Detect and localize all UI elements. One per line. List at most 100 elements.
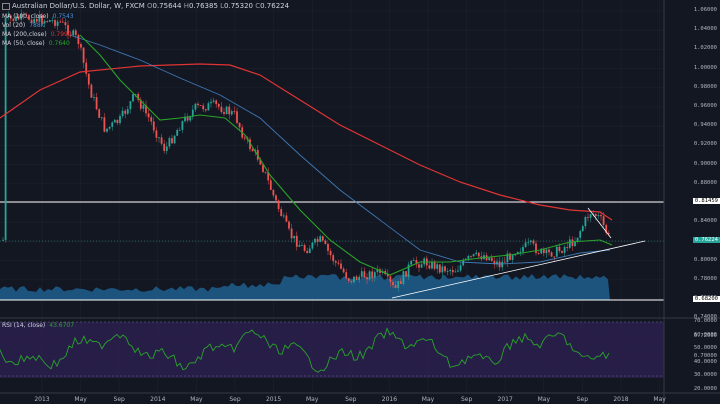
price-tick-label: 0.84000 <box>693 218 717 225</box>
candlesticks <box>2 9 610 292</box>
candle-body <box>368 271 371 280</box>
candle-body <box>340 263 342 269</box>
candle-body <box>301 245 303 246</box>
candle-body <box>576 237 579 242</box>
candle-body <box>496 261 498 265</box>
candle-body <box>334 261 337 263</box>
rsi-label: RSI (14, close) <box>2 322 46 329</box>
candle-body <box>376 269 379 273</box>
candle-body <box>126 109 129 114</box>
candle-body <box>67 25 69 35</box>
candle-body <box>168 138 171 147</box>
time-tick-label: May <box>190 396 203 403</box>
price-tick-label: 0.88000 <box>693 179 717 186</box>
candle-body <box>90 84 93 98</box>
candle-body <box>111 122 114 127</box>
candle-body <box>438 264 441 273</box>
candle-body <box>41 15 43 24</box>
candle-body <box>386 274 389 277</box>
symbol-title[interactable]: Australian Dollar/U.S. Dollar, W, FXCM <box>12 2 145 10</box>
candle-body <box>488 257 491 261</box>
candle-body <box>363 271 366 278</box>
high-label: H <box>183 2 189 10</box>
candle-body <box>566 247 569 248</box>
candle-body <box>444 266 446 272</box>
candle-body <box>545 249 548 254</box>
rsi-tick-label: 40.0000 <box>693 358 717 365</box>
indicator-volume[interactable]: Vol (20) 788K <box>2 22 45 29</box>
time-tick-label: May <box>537 396 550 403</box>
time-tick-label: Sep <box>345 396 357 403</box>
candle-body <box>74 30 77 35</box>
candle-body <box>98 109 101 118</box>
candle-body <box>345 272 348 279</box>
candle-body <box>490 257 493 261</box>
price-tick-label: 0.80000 <box>693 256 717 263</box>
time-tick-label: Sep <box>576 396 589 403</box>
candle-body <box>212 100 215 102</box>
candle-body <box>7 15 10 18</box>
price-tick-label: 0.72000 <box>693 333 717 340</box>
indicator-value: 788K <box>29 22 45 29</box>
indicator-ma50[interactable]: MA (50, close) 0.7640 <box>2 40 70 47</box>
time-tick-label: May <box>305 396 319 403</box>
indicator-rsi[interactable]: RSI (14, close) 43.6707 <box>2 322 74 329</box>
price-tick-label: 0.78000 <box>693 275 717 282</box>
candle-body <box>199 105 202 106</box>
candle-body <box>233 111 236 112</box>
candle-body <box>25 14 28 16</box>
candle-body <box>280 209 283 217</box>
close-value: 0.76224 <box>260 2 290 10</box>
candle-body <box>272 189 275 196</box>
candle-body <box>332 255 335 262</box>
candle-body <box>269 180 272 190</box>
candle-body <box>186 116 189 121</box>
candle-body <box>132 94 134 102</box>
candle-body <box>80 44 82 48</box>
indicator-ma200[interactable]: MA (200,close) 0.7990 <box>2 31 72 38</box>
candle-body <box>410 260 413 265</box>
candle-body <box>524 242 527 248</box>
collapse-icon[interactable] <box>2 2 10 10</box>
candle-body <box>243 137 246 139</box>
candle-body <box>87 73 90 85</box>
candle-body <box>238 122 241 128</box>
candle-body <box>602 216 605 225</box>
rsi-value: 43.6707 <box>49 322 75 329</box>
candle-body <box>511 255 514 260</box>
candle-body <box>178 129 181 131</box>
candle-body <box>194 103 197 110</box>
candle-body <box>85 62 88 74</box>
candle-body <box>358 276 361 281</box>
candle-body <box>579 231 582 238</box>
candle-body <box>389 276 392 282</box>
time-tick-label: 2015 <box>265 396 282 403</box>
candle-body <box>454 271 457 273</box>
candle-body <box>353 276 355 283</box>
open-value: 0.75644 <box>152 2 182 10</box>
candle-body <box>415 260 418 265</box>
price-tick-label: 1.04000 <box>693 26 717 33</box>
candle-body <box>449 269 452 272</box>
candle-body <box>605 224 608 233</box>
ma50-line <box>79 34 613 276</box>
candle-body <box>441 266 444 273</box>
candle-body <box>355 276 358 281</box>
candle-body <box>150 117 153 122</box>
candle-body <box>277 200 280 210</box>
candle-body <box>540 248 543 254</box>
candle-body <box>181 121 184 130</box>
candle-body <box>571 239 574 247</box>
candle-body <box>264 171 267 173</box>
time-tick-label: 2017 <box>497 396 513 403</box>
indicator-ma100[interactable]: MA (100, close) 0.7543 <box>2 13 74 20</box>
candle-body <box>329 250 332 256</box>
candle-body <box>373 272 376 278</box>
candle-body <box>555 246 558 257</box>
candle-body <box>522 247 524 252</box>
time-tick-label: May <box>74 396 87 403</box>
support-price-badge: 0.68200 <box>692 296 720 302</box>
candle-body <box>106 128 108 132</box>
candle-body <box>350 280 353 283</box>
